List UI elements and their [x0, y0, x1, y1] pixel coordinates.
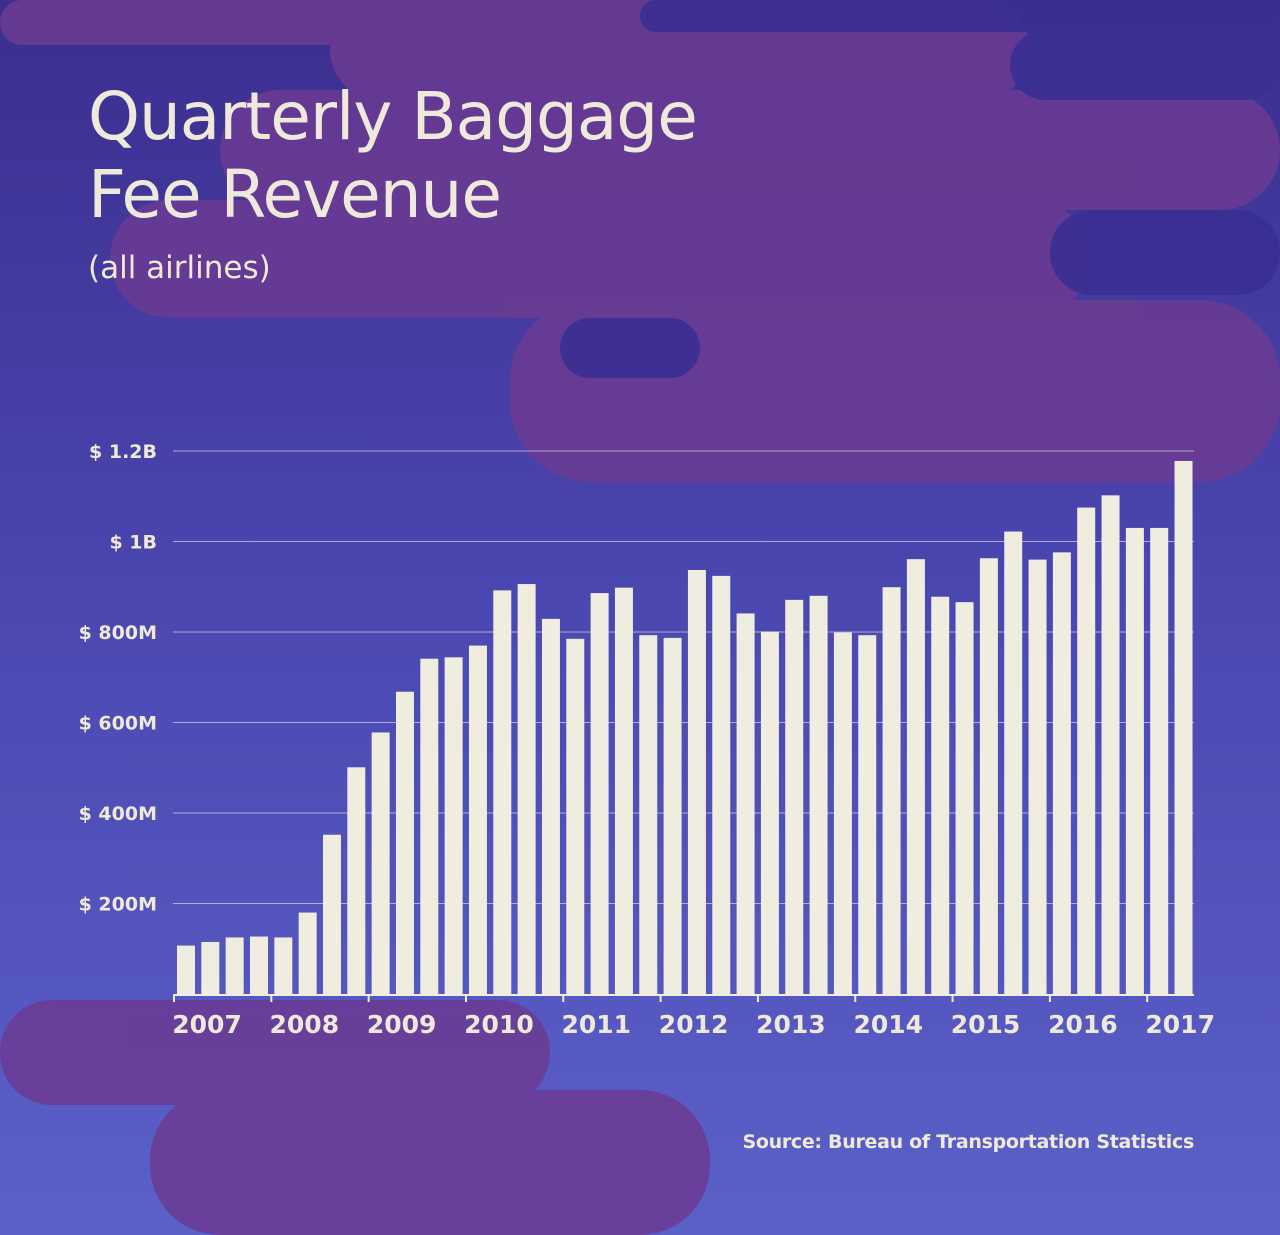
bar — [517, 584, 536, 994]
source-note: Source: Bureau of Transportation Statist… — [742, 1131, 1194, 1153]
bar — [663, 637, 682, 994]
bar — [809, 595, 828, 994]
bar — [687, 570, 706, 994]
x-tick-label: 2017 — [1145, 1010, 1215, 1039]
x-tick-label: 2010 — [464, 1010, 534, 1039]
bar — [931, 596, 950, 994]
bar — [249, 936, 268, 994]
y-tick-label: $ 400M — [79, 803, 157, 825]
bar — [736, 613, 755, 994]
bar — [468, 645, 487, 994]
bar — [395, 691, 414, 994]
bar — [541, 618, 560, 994]
bar — [882, 587, 901, 994]
x-tick-label: 2016 — [1048, 1010, 1118, 1039]
x-tick-label: 2008 — [270, 1010, 340, 1039]
bar — [785, 599, 804, 994]
bar — [347, 767, 366, 994]
bar — [1052, 552, 1071, 994]
bar — [1150, 527, 1169, 994]
x-tick-label: 2007 — [172, 1010, 242, 1039]
x-tick-label: 2009 — [367, 1010, 437, 1039]
bar — [614, 587, 633, 994]
bar — [712, 575, 731, 994]
bar — [955, 602, 974, 994]
bar — [493, 590, 512, 994]
y-tick-label: $ 200M — [79, 894, 157, 916]
bar — [639, 635, 658, 994]
bar — [444, 657, 463, 994]
chart-subtitle: (all airlines) — [88, 250, 271, 286]
bar — [201, 941, 220, 994]
x-tick-label: 2014 — [853, 1010, 923, 1039]
bar — [760, 631, 779, 994]
x-tick-label: 2011 — [561, 1010, 631, 1039]
bar — [274, 937, 293, 994]
bar — [322, 834, 341, 994]
bar — [1004, 531, 1023, 994]
y-tick-label: $ 1B — [109, 532, 157, 554]
bar — [1077, 507, 1096, 994]
bar — [979, 558, 998, 994]
y-tick-label: $ 600M — [79, 713, 157, 735]
bar — [1174, 460, 1193, 995]
x-tick-label: 2015 — [951, 1010, 1021, 1039]
bar — [590, 593, 609, 994]
y-tick-label: $ 800M — [79, 622, 157, 644]
bar — [1101, 495, 1120, 994]
bar — [371, 732, 390, 994]
bar — [298, 912, 317, 994]
y-tick-label: $ 1.2B — [89, 441, 157, 463]
bar — [177, 945, 195, 994]
bar — [566, 638, 585, 994]
bar — [420, 658, 439, 994]
bar — [225, 937, 244, 994]
bar — [833, 632, 852, 994]
bar — [1125, 527, 1144, 994]
x-tick-label: 2012 — [659, 1010, 729, 1039]
bar — [858, 635, 877, 994]
x-tick-label: 2013 — [756, 1010, 826, 1039]
chart-title: Quarterly Baggage Fee Revenue — [88, 78, 698, 233]
bar — [1028, 559, 1047, 994]
bar — [906, 559, 925, 994]
